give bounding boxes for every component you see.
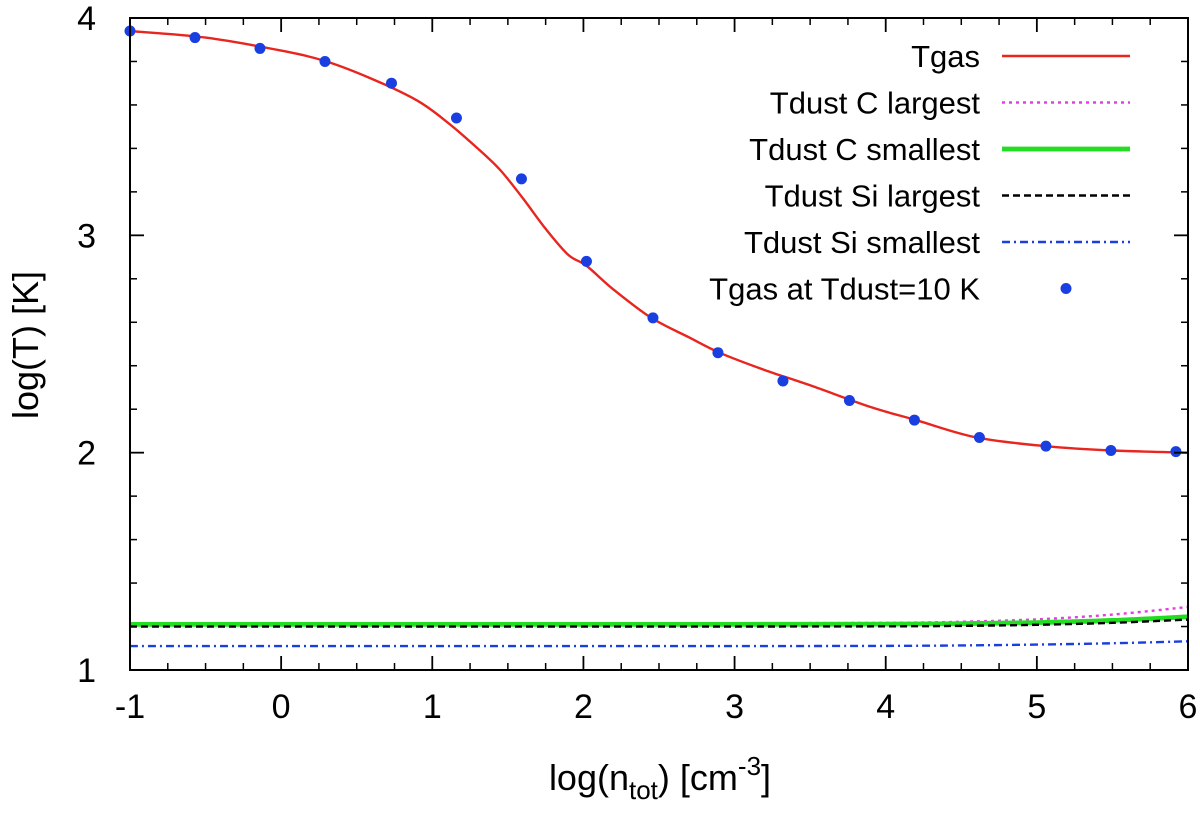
tgas-at-tdust-10-k-point (189, 32, 201, 44)
legend-label-tdust-c-smallest: Tdust C smallest (749, 132, 980, 167)
x-axis-label-prefix: log(n (549, 757, 629, 798)
x-tick-label: 2 (574, 688, 593, 726)
x-axis-label-middle: ) [cm (658, 757, 738, 798)
y-tick-label: 2 (77, 435, 96, 473)
tgas-at-tdust-10-k-point (1040, 440, 1052, 452)
tgas-at-tdust-10-k-point (908, 414, 920, 426)
tgas-at-tdust-10-k-point (712, 347, 724, 359)
y-tick-label: 4 (77, 0, 96, 38)
legend-label-tgas: Tgas (911, 39, 980, 74)
tgas-at-tdust-10-k-point (515, 173, 527, 185)
legend-label-tdust-si-smallest: Tdust Si smallest (744, 225, 980, 260)
tgas-line (129, 29, 1189, 454)
y-tick-label: 3 (77, 217, 96, 255)
legend-label-tdust-si-largest: Tdust Si largest (765, 179, 981, 214)
tgas-at-tdust-10-k-point (647, 312, 659, 324)
tgas-at-tdust-10-k-point (1170, 446, 1182, 458)
y-tick-label: 1 (77, 652, 96, 690)
tdust-si-smallest-line (130, 640, 1189, 648)
tgas-at-tdust-10-k-point (777, 375, 789, 387)
legend-swatch-tgas-at-tdust-10-k (1060, 283, 1072, 294)
tgas-at-tdust-10-k-point (1105, 444, 1117, 456)
tgas-at-tdust-10-k-point (319, 55, 331, 67)
x-tick-label: 6 (1179, 688, 1198, 726)
tgas-at-tdust-10-k-point (843, 395, 855, 407)
x-axis-label-suffix: ] (761, 757, 771, 798)
tgas-at-tdust-10-k-point (254, 42, 266, 54)
x-tick-label: 3 (725, 688, 744, 726)
plot-frame (129, 17, 1189, 671)
x-tick-label: 4 (876, 688, 895, 726)
tgas-at-tdust-10-k-point (580, 255, 592, 267)
tgas-at-tdust-10-k-point (973, 431, 985, 443)
legend-label-tdust-c-largest: Tdust C largest (770, 86, 981, 121)
x-axis-label: log(ntot) [cm-3] (549, 751, 771, 805)
series-layer (124, 25, 1189, 648)
x-tick-label: 0 (272, 688, 291, 726)
tdust-si-largest-line (130, 618, 1189, 628)
y-axis-label: log(T) [K] (5, 271, 46, 419)
x-tick-label: -1 (115, 688, 145, 726)
legend: Tgas Tdust C largest Tdust C smallest Tdust… (709, 39, 1130, 307)
plot-border (129, 17, 1189, 671)
legend-label-tgas-at-tdust-10-k: Tgas at Tdust=10 K (709, 272, 980, 307)
tick-layer: -1 0 1 2 3 4 5 6 1 2 3 4 (77, 0, 1197, 726)
tgas-at-tdust-10-k-point (385, 77, 397, 89)
x-tick-label: 5 (1027, 688, 1046, 726)
tgas-at-tdust-10-k-point (450, 112, 462, 124)
x-axis-label-superscript: -3 (738, 751, 761, 781)
tdust-c-smallest-line (130, 614, 1189, 627)
x-axis-label-subscript: tot (629, 775, 659, 805)
x-tick-label: 1 (423, 688, 442, 726)
